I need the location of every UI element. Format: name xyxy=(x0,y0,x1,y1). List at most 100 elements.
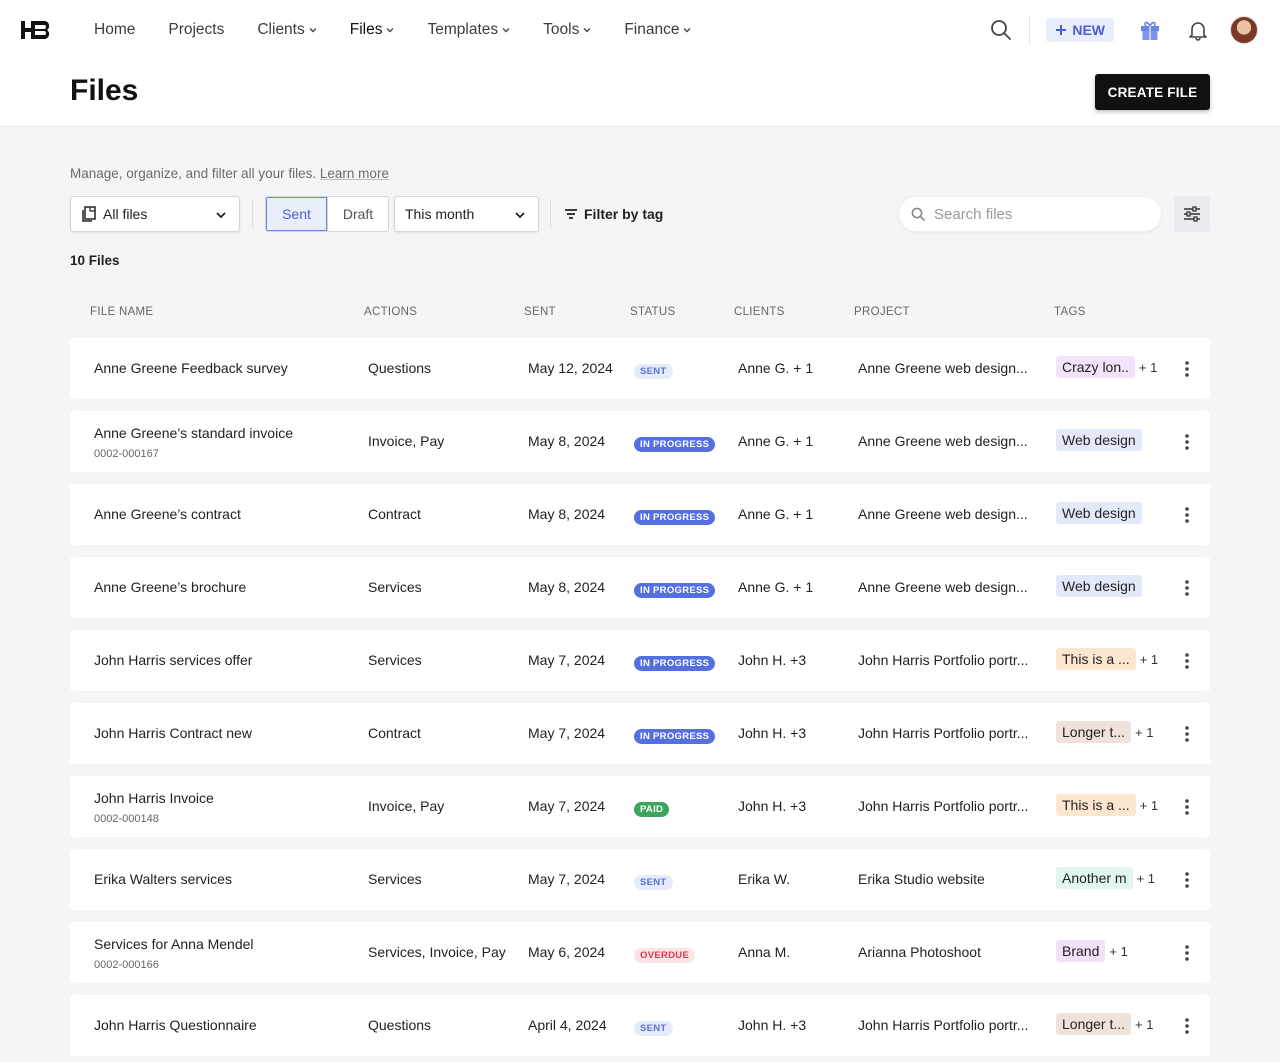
tag-chip[interactable]: Web design xyxy=(1056,575,1142,597)
file-name[interactable]: Erika Walters services xyxy=(94,871,232,887)
table-row[interactable]: John Harris services offer Services May 7,… xyxy=(70,630,1210,691)
tag-more-count[interactable]: + 1 xyxy=(1138,359,1158,375)
col-actions[interactable]: ACTIONS xyxy=(364,306,418,318)
period-select[interactable]: This month xyxy=(394,196,539,232)
gift-icon[interactable] xyxy=(1138,18,1162,42)
table-row[interactable]: Erika Walters services Services May 7, 202… xyxy=(70,849,1210,910)
table-row[interactable]: John Harris Invoice 0002-000148 Invoice, P… xyxy=(70,776,1210,837)
more-options-icon[interactable] xyxy=(1175,869,1199,891)
nav-item-tools[interactable]: Tools xyxy=(543,21,591,39)
tag-chip[interactable]: Crazy lon.. xyxy=(1056,356,1135,378)
file-name[interactable]: Anne Greene’s contract xyxy=(94,506,241,522)
filter-by-tag-button[interactable]: Filter by tag xyxy=(564,196,663,232)
file-actions: Questions xyxy=(368,1017,432,1033)
col-clients[interactable]: CLIENTS xyxy=(734,306,785,318)
status-badge: IN PROGRESS xyxy=(634,729,716,744)
file-actions: Contract xyxy=(368,506,421,522)
tag-chip[interactable]: Longer t... xyxy=(1056,1013,1132,1035)
file-type-value: All files xyxy=(103,206,148,222)
nav-item-finance[interactable]: Finance xyxy=(624,21,691,39)
tag-more-count[interactable]: + 1 xyxy=(1136,870,1156,886)
status-cell: IN PROGRESS xyxy=(634,434,716,452)
more-options-icon[interactable] xyxy=(1175,650,1199,672)
file-name[interactable]: Anne Greene’s standard invoice xyxy=(94,425,293,441)
file-name[interactable]: John Harris services offer xyxy=(94,652,253,668)
file-type-select[interactable]: All files xyxy=(70,196,240,232)
sent-draft-toggle: Sent Draft xyxy=(265,196,389,232)
table-row[interactable]: Services for Anna Mendel 0002-000166 Servi… xyxy=(70,922,1210,983)
filter-divider xyxy=(550,200,551,228)
more-options-icon[interactable] xyxy=(1175,1015,1199,1037)
table-row[interactable]: Anne Greene’s contract Contract May 8, 202… xyxy=(70,484,1210,545)
tags-cell: Crazy lon.. + 1 xyxy=(1056,356,1157,378)
segment-sent[interactable]: Sent xyxy=(266,197,327,231)
tags-cell: This is a ... + 1 xyxy=(1056,794,1158,816)
tag-more-count[interactable]: + 1 xyxy=(1139,797,1159,813)
search-icon[interactable] xyxy=(989,18,1013,42)
new-button[interactable]: NEW xyxy=(1046,18,1114,42)
tag-more-count[interactable]: + 1 xyxy=(1135,1016,1154,1032)
segment-draft[interactable]: Draft xyxy=(327,197,388,231)
tag-more-count[interactable]: + 1 xyxy=(1109,943,1128,959)
nav-item-clients[interactable]: Clients xyxy=(257,21,317,39)
file-name[interactable]: John Harris Contract new xyxy=(94,725,252,741)
col-tags[interactable]: TAGS xyxy=(1054,306,1086,318)
tag-more-count[interactable]: + 1 xyxy=(1135,724,1154,740)
nav-right: NEW xyxy=(989,0,1258,60)
table-row[interactable]: Anne Greene’s standard invoice 0002-00016… xyxy=(70,411,1210,472)
tag-chip[interactable]: Web design xyxy=(1056,502,1142,524)
nav-item-files[interactable]: Files xyxy=(350,21,395,39)
create-file-button[interactable]: CREATE FILE xyxy=(1095,74,1210,110)
file-name[interactable]: Anne Greene Feedback survey xyxy=(94,360,288,376)
tag-chip[interactable]: Another m xyxy=(1056,867,1133,889)
tag-chip[interactable]: Web design xyxy=(1056,429,1142,451)
tags-cell: Brand + 1 xyxy=(1056,940,1128,962)
more-options-icon[interactable] xyxy=(1175,358,1199,380)
learn-more-link[interactable]: Learn more xyxy=(319,166,389,181)
chevron-down-icon xyxy=(515,212,525,219)
col-status[interactable]: STATUS xyxy=(630,306,676,318)
clients: Anna M. xyxy=(738,944,791,960)
search-input[interactable] xyxy=(934,205,1134,223)
table-settings-button[interactable] xyxy=(1174,196,1210,232)
file-number: 0002-000148 xyxy=(94,813,159,825)
file-name[interactable]: John Harris Invoice xyxy=(94,790,214,806)
sent-date: May 7, 2024 xyxy=(528,798,606,814)
tag-chip[interactable]: This is a ... xyxy=(1056,794,1136,816)
col-project[interactable]: PROJECT xyxy=(854,306,910,318)
more-options-icon[interactable] xyxy=(1175,577,1199,599)
table-row[interactable]: Anne Greene Feedback survey Questions May … xyxy=(70,338,1210,399)
tag-chip[interactable]: This is a ... xyxy=(1056,648,1136,670)
sent-date: May 7, 2024 xyxy=(528,652,606,668)
more-options-icon[interactable] xyxy=(1175,431,1199,453)
more-options-icon[interactable] xyxy=(1175,796,1199,818)
file-name[interactable]: Anne Greene’s brochure xyxy=(94,579,247,595)
table-row[interactable]: John Harris Contract new Contract May 7, 2… xyxy=(70,703,1210,764)
more-options-icon[interactable] xyxy=(1175,723,1199,745)
tag-more-count[interactable]: + 1 xyxy=(1139,651,1159,667)
avatar[interactable] xyxy=(1230,16,1258,44)
file-name[interactable]: Services for Anna Mendel xyxy=(94,936,254,952)
clients: Anne G. + 1 xyxy=(738,579,814,595)
status-cell: IN PROGRESS xyxy=(634,726,716,744)
tag-chip[interactable]: Brand xyxy=(1056,940,1106,962)
table-row[interactable]: John Harris Questionnaire Questions April … xyxy=(70,995,1210,1056)
bell-icon[interactable] xyxy=(1186,18,1210,42)
more-options-icon[interactable] xyxy=(1175,942,1199,964)
tags-cell: This is a ... + 1 xyxy=(1056,648,1158,670)
nav-item-home[interactable]: Home xyxy=(94,21,135,39)
nav-item-projects[interactable]: Projects xyxy=(168,21,224,39)
tags-cell: Longer t... + 1 xyxy=(1056,1013,1153,1035)
tag-chip[interactable]: Longer t... xyxy=(1056,721,1132,743)
more-options-icon[interactable] xyxy=(1175,504,1199,526)
file-name[interactable]: John Harris Questionnaire xyxy=(94,1017,257,1033)
col-sent[interactable]: SENT xyxy=(524,306,556,318)
filter-bar: All files Sent Draft This month Filter b… xyxy=(70,196,1210,232)
honeybook-logo[interactable] xyxy=(20,18,54,42)
table-row[interactable]: Anne Greene’s brochure Services May 8, 202… xyxy=(70,557,1210,618)
nav-item-templates[interactable]: Templates xyxy=(427,21,510,39)
col-file-name[interactable]: FILE NAME xyxy=(90,306,154,318)
tags-cell: Web design xyxy=(1056,575,1142,597)
status-badge: IN PROGRESS xyxy=(634,510,716,525)
chevron-down-icon xyxy=(309,28,317,33)
